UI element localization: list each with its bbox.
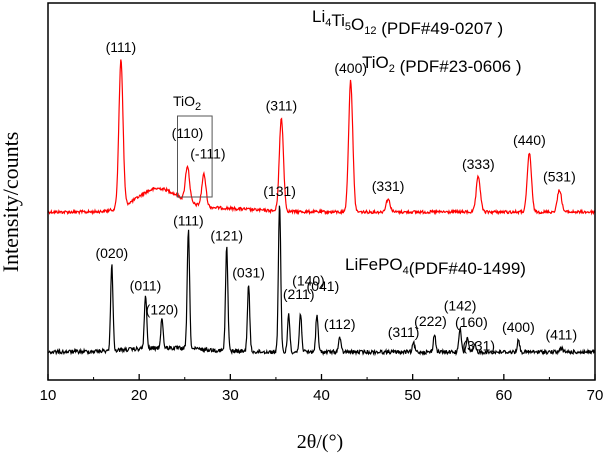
x-axis-title: 2θ/(°) (297, 431, 343, 453)
legend-tio2: TiO2 (PDF#23-0606 ) (362, 53, 522, 76)
x-tick-label: 30 (222, 387, 239, 404)
peak-label: (120) (146, 301, 179, 317)
peak-label: (110) (172, 125, 204, 141)
peak-label: (160) (455, 314, 488, 330)
series-layer (47, 59, 596, 357)
peak-label: (400) (502, 319, 535, 335)
peak-label: (111) (106, 39, 137, 55)
peak-label: (121) (210, 227, 243, 243)
peak-label: (112) (324, 316, 356, 332)
legend-lifepo4: LiFePO4(PDF#40-1499) (345, 255, 526, 278)
peak-label: (011) (130, 278, 162, 294)
peak-label: (131) (263, 183, 296, 199)
x-tick-label: 70 (587, 387, 604, 404)
legend-li4ti5o12: Li4Ti5O12 (PDF#49-0207 ) (312, 7, 503, 38)
peak-labels: (111) (110) (-111) (311) (400) (331) (333) (440… (95, 39, 577, 354)
peak-label: (142) (444, 297, 477, 313)
peak-label: (111) (173, 213, 204, 229)
peak-label: (222) (414, 313, 447, 329)
peak-label: (020) (95, 245, 128, 261)
peak-label: (400) (334, 60, 367, 76)
axes: 10 20 30 40 50 60 70 (40, 2, 604, 404)
peak-label: (-111) (190, 145, 225, 161)
x-tick-label: 20 (131, 387, 148, 404)
peak-label: (140) (292, 273, 325, 289)
peak-label: (311) (388, 324, 420, 340)
peak-label: (041) (307, 278, 340, 294)
peak-label: (031) (232, 264, 265, 280)
peak-label: (311) (266, 97, 298, 113)
peak-label: (331) (372, 178, 405, 194)
series-li4ti5o12-tio2 (47, 59, 596, 216)
tio2-inset-label: TiO2 (173, 93, 201, 113)
x-tick-label: 40 (313, 387, 330, 404)
peak-label: (211) (283, 286, 315, 302)
x-tick-label: 60 (495, 387, 512, 404)
x-tick-label: 50 (404, 387, 421, 404)
peak-label: (333) (462, 156, 495, 172)
x-tick-label: 10 (40, 387, 57, 404)
peak-label: (411) (545, 327, 577, 343)
peak-label: (440) (513, 132, 546, 148)
peak-label: (331) (462, 338, 495, 354)
tio2-inset-box (177, 115, 213, 198)
series-lifepo4 (47, 205, 596, 357)
peak-label: (531) (543, 169, 576, 185)
y-axis-title: Intensity/counts (0, 132, 23, 273)
